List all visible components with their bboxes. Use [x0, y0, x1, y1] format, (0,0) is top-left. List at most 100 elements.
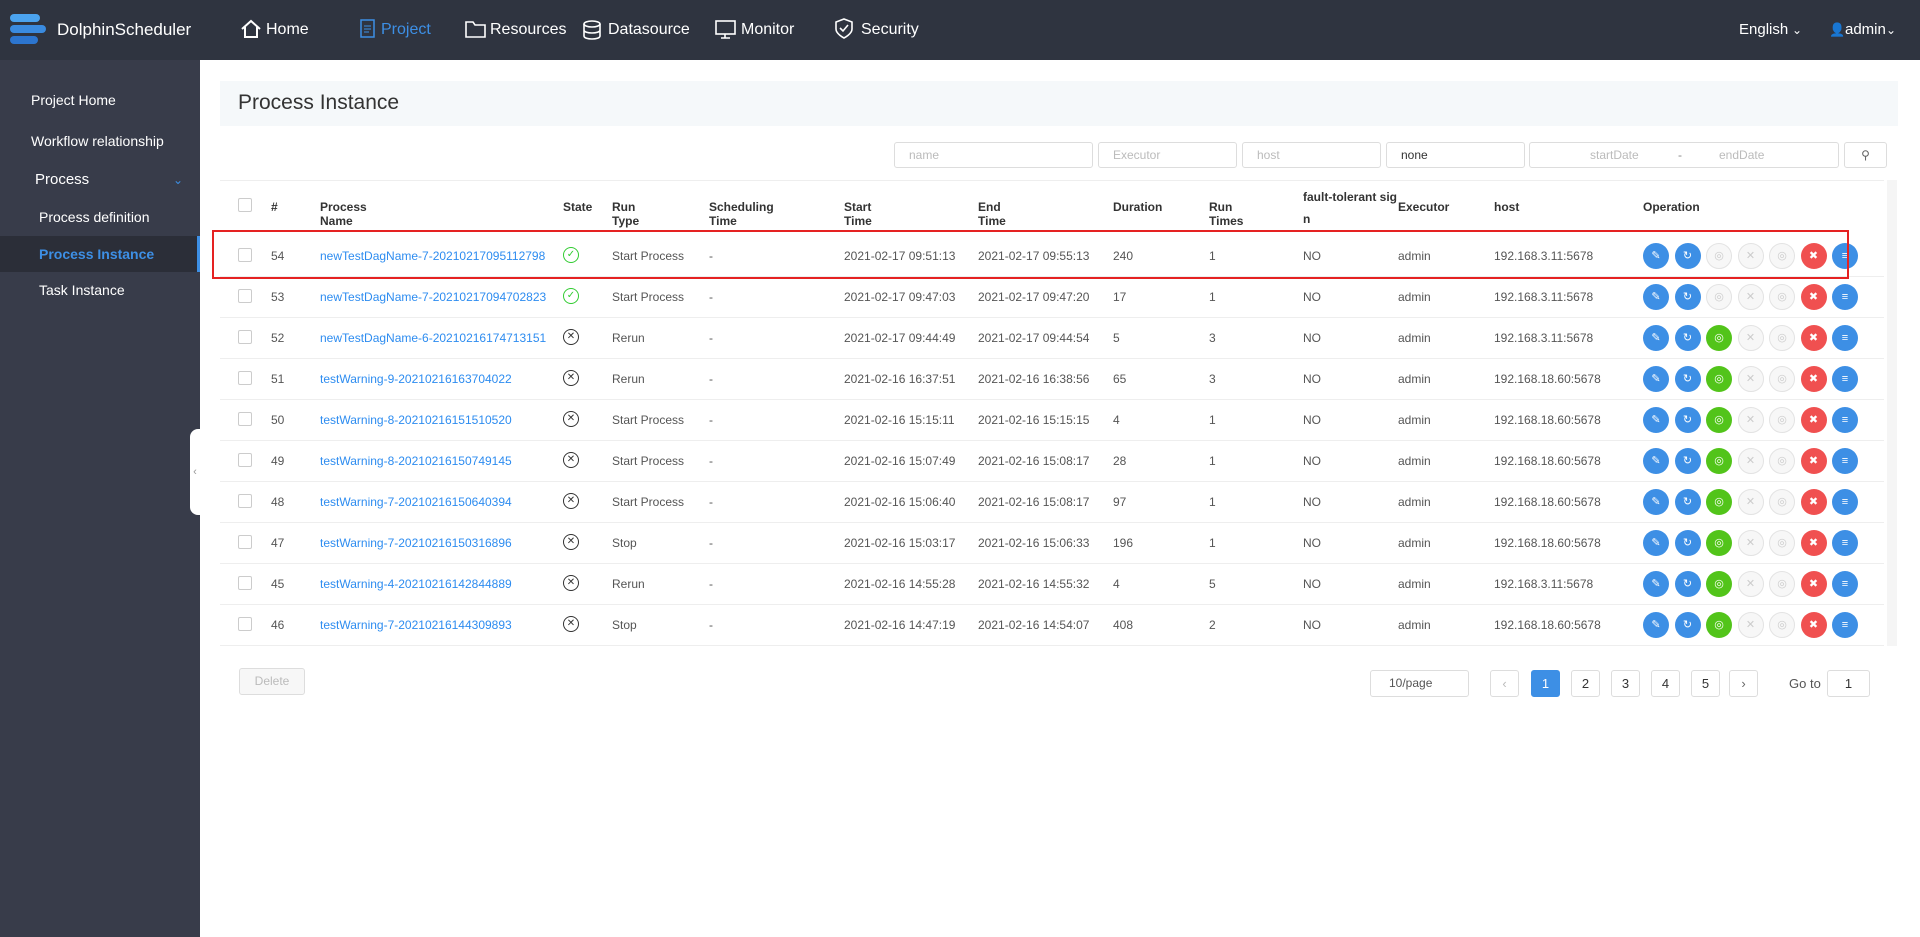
process-link[interactable]: newTestDagName-6-20210216174713151: [320, 331, 547, 345]
operation-button[interactable]: ✕: [1737, 366, 1764, 392]
operation-button[interactable]: ≡: [1832, 243, 1858, 269]
operation-button[interactable]: ✎: [1643, 366, 1669, 392]
operation-button[interactable]: ◎: [1769, 571, 1795, 597]
operation-button[interactable]: ↻: [1674, 243, 1701, 269]
operation-button[interactable]: ↻: [1674, 571, 1701, 597]
operation-button[interactable]: ↻: [1674, 325, 1701, 351]
operation-button[interactable]: ↻: [1674, 612, 1701, 638]
operation-button[interactable]: ◎: [1769, 612, 1795, 638]
operation-button[interactable]: ✕: [1737, 571, 1764, 597]
operation-button[interactable]: ◎: [1706, 366, 1732, 392]
process-link[interactable]: testWarning-8-20210216151510520: [320, 413, 512, 427]
operation-button[interactable]: ↻: [1674, 448, 1701, 474]
operation-button[interactable]: ≡: [1832, 284, 1858, 310]
prev-page[interactable]: ‹: [1490, 670, 1519, 697]
operation-button[interactable]: ≡: [1832, 489, 1858, 515]
operation-button[interactable]: ✖: [1800, 489, 1827, 515]
goto-input[interactable]: 1: [1827, 670, 1870, 697]
process-link[interactable]: testWarning-7-20210216150640394: [320, 495, 512, 509]
header-checkbox[interactable]: [238, 198, 252, 212]
date-range[interactable]: [1529, 142, 1839, 168]
process-link[interactable]: newTestDagName-7-20210217095112798: [320, 249, 546, 263]
operation-button[interactable]: ≡: [1832, 366, 1858, 392]
menu-item[interactable]: Workflow relationship: [31, 133, 164, 149]
operation-button[interactable]: ✖: [1800, 612, 1827, 638]
process-link[interactable]: testWarning-7-20210216150316896: [320, 536, 512, 550]
row-checkbox[interactable]: [238, 412, 252, 426]
operation-button[interactable]: ✖: [1800, 366, 1827, 392]
row-checkbox[interactable]: [238, 535, 252, 549]
operation-button[interactable]: ◎: [1769, 489, 1795, 515]
operation-button[interactable]: ◎: [1706, 530, 1732, 556]
page-button-active[interactable]: 1: [1531, 670, 1560, 697]
operation-button[interactable]: ✖: [1800, 243, 1827, 269]
page-button[interactable]: 2: [1571, 670, 1600, 697]
row-checkbox[interactable]: [238, 289, 252, 303]
operation-button[interactable]: ↻: [1674, 407, 1701, 433]
delete-button[interactable]: Delete: [239, 668, 305, 695]
host-input[interactable]: host: [1242, 142, 1381, 168]
process-link[interactable]: testWarning-4-20210216142844889: [320, 577, 512, 591]
operation-button[interactable]: ≡: [1832, 571, 1858, 597]
operation-button[interactable]: ◎: [1769, 325, 1795, 351]
row-checkbox[interactable]: [238, 330, 252, 344]
menu-item[interactable]: Process: [35, 171, 90, 188]
operation-button[interactable]: ✕: [1737, 325, 1764, 351]
operation-button[interactable]: ≡: [1832, 448, 1858, 474]
operation-button[interactable]: ✖: [1800, 571, 1827, 597]
operation-button[interactable]: ≡: [1832, 612, 1858, 638]
operation-button[interactable]: ◎: [1706, 407, 1732, 433]
page-button[interactable]: 4: [1651, 670, 1680, 697]
operation-button[interactable]: ◎: [1706, 571, 1732, 597]
executor-input[interactable]: Executor: [1098, 142, 1237, 168]
state-select[interactable]: none: [1386, 142, 1525, 168]
page-button[interactable]: 5: [1691, 670, 1720, 697]
row-checkbox[interactable]: [238, 617, 252, 631]
operation-button[interactable]: ✕: [1737, 243, 1764, 269]
nav-item[interactable]: Home: [266, 21, 309, 38]
operation-button[interactable]: ✎: [1643, 530, 1669, 556]
submenu-item[interactable]: Process definition: [39, 209, 150, 225]
nav-item[interactable]: Monitor: [741, 21, 795, 38]
operation-button[interactable]: ◎: [1706, 284, 1732, 310]
operation-button[interactable]: ✕: [1737, 612, 1764, 638]
operation-button[interactable]: ≡: [1832, 530, 1858, 556]
operation-button[interactable]: ≡: [1832, 325, 1858, 351]
operation-button[interactable]: ✎: [1643, 489, 1669, 515]
row-checkbox[interactable]: [238, 576, 252, 590]
operation-button[interactable]: ✎: [1643, 243, 1669, 269]
operation-button[interactable]: ✖: [1800, 448, 1827, 474]
row-checkbox[interactable]: [238, 453, 252, 467]
operation-button[interactable]: ◎: [1769, 243, 1795, 269]
operation-button[interactable]: ✎: [1643, 407, 1669, 433]
collapse-tab[interactable]: ‹: [190, 429, 200, 515]
operation-button[interactable]: ✕: [1737, 489, 1764, 515]
language[interactable]: English: [1739, 21, 1789, 38]
nav-item-active[interactable]: Project: [381, 21, 431, 38]
operation-button[interactable]: ◎: [1706, 612, 1732, 638]
process-link[interactable]: testWarning-7-20210216144309893: [320, 618, 512, 632]
submenu-item[interactable]: Task Instance: [39, 282, 125, 298]
operation-button[interactable]: ✎: [1643, 612, 1669, 638]
nav-item[interactable]: Security: [861, 21, 919, 38]
operation-button[interactable]: ◎: [1769, 530, 1795, 556]
name-input[interactable]: name: [894, 142, 1093, 168]
operation-button[interactable]: ◎: [1706, 489, 1732, 515]
operation-button[interactable]: ↻: [1674, 530, 1701, 556]
operation-button[interactable]: ✖: [1800, 325, 1827, 351]
nav-item[interactable]: Datasource: [608, 21, 690, 38]
operation-button[interactable]: ✖: [1800, 530, 1827, 556]
submenu-item-active[interactable]: Process Instance: [0, 236, 200, 272]
row-checkbox[interactable]: [238, 371, 252, 385]
menu-item[interactable]: Project Home: [31, 92, 116, 108]
operation-button[interactable]: ◎: [1769, 284, 1795, 310]
row-checkbox[interactable]: [238, 248, 252, 262]
search-button[interactable]: ⚲: [1844, 142, 1887, 168]
next-page[interactable]: ›: [1729, 670, 1758, 697]
page-size[interactable]: 10/page: [1370, 670, 1469, 697]
operation-button[interactable]: ✎: [1643, 325, 1669, 351]
operation-button[interactable]: ✕: [1737, 448, 1764, 474]
operation-button[interactable]: ◎: [1706, 448, 1732, 474]
process-link[interactable]: testWarning-9-20210216163704022: [320, 372, 512, 386]
operation-button[interactable]: ✎: [1643, 571, 1669, 597]
